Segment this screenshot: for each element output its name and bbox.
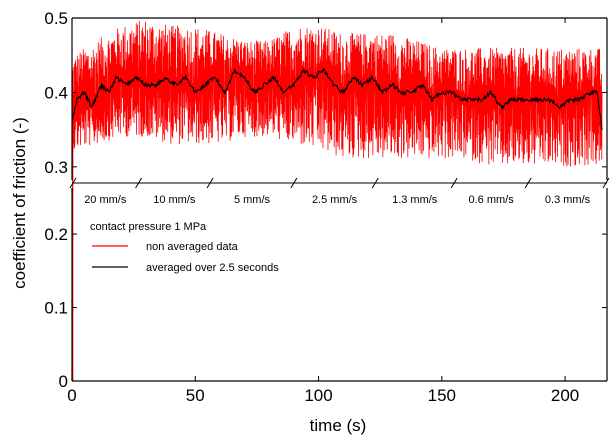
y-tick-label: 0.5 bbox=[44, 9, 68, 28]
x-tick-label: 0 bbox=[67, 386, 76, 405]
segment-label: 0.6 mm/s bbox=[469, 194, 515, 206]
segment-layer: 20 mm/s 10 mm/s 5 mm/s 2.5 mm/s 1.3 mm/s 0.6 … bbox=[69, 177, 610, 206]
segment-divider bbox=[450, 177, 458, 189]
series-non-averaged bbox=[71, 20, 603, 167]
series-averaged bbox=[71, 67, 603, 131]
legend-entry-label: non averaged data bbox=[146, 241, 239, 253]
segment-label: 20 mm/s bbox=[84, 194, 127, 206]
legend-entry-label: averaged over 2.5 seconds bbox=[146, 262, 279, 274]
x-tick-label: 50 bbox=[186, 386, 205, 405]
averaged-line-layer bbox=[71, 67, 603, 131]
y-tick-label: 0.2 bbox=[44, 225, 68, 244]
segment-label: 1.3 mm/s bbox=[392, 194, 438, 206]
segment-label: 10 mm/s bbox=[153, 194, 196, 206]
y-axis-title: coefficient of friction (-) bbox=[10, 117, 29, 289]
x-axis-title: time (s) bbox=[310, 416, 367, 435]
legend: contact pressure 1 MPa non averaged data a… bbox=[90, 221, 279, 274]
segment-divider bbox=[206, 177, 214, 189]
legend-title: contact pressure 1 MPa bbox=[90, 221, 207, 233]
axes-layer: 0 0.1 0.2 0.3 0.4 0.5 0 50 100 150 200 bbox=[44, 9, 608, 405]
segment-label: 0.3 mm/s bbox=[545, 194, 591, 206]
x-tick-label: 150 bbox=[428, 386, 456, 405]
axis-break-slash bbox=[602, 177, 610, 189]
segment-divider bbox=[290, 177, 298, 189]
segment-label: 2.5 mm/s bbox=[312, 194, 358, 206]
y-tick-label: 0 bbox=[59, 372, 68, 391]
segment-divider bbox=[135, 177, 142, 189]
y-tick-label: 0.1 bbox=[44, 299, 68, 318]
segment-label: 5 mm/s bbox=[234, 194, 271, 206]
y-tick-label: 0.4 bbox=[44, 83, 68, 102]
segment-divider bbox=[524, 177, 532, 189]
x-tick-label: 200 bbox=[551, 386, 579, 405]
x-tick-label: 100 bbox=[304, 386, 332, 405]
y-tick-label: 0.3 bbox=[44, 158, 68, 177]
axis-break-slash bbox=[69, 177, 77, 189]
segment-divider bbox=[371, 177, 379, 189]
